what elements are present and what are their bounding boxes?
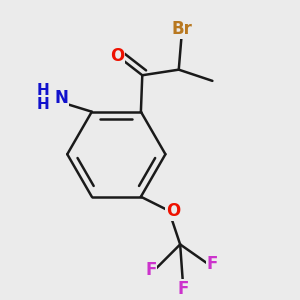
Text: H: H (36, 83, 49, 98)
Text: F: F (177, 280, 189, 298)
Text: O: O (166, 202, 180, 220)
Text: Br: Br (171, 20, 192, 38)
Text: F: F (145, 261, 156, 279)
Text: O: O (110, 46, 124, 64)
Text: H: H (36, 97, 49, 112)
Text: N: N (54, 89, 68, 107)
Text: F: F (207, 255, 218, 273)
